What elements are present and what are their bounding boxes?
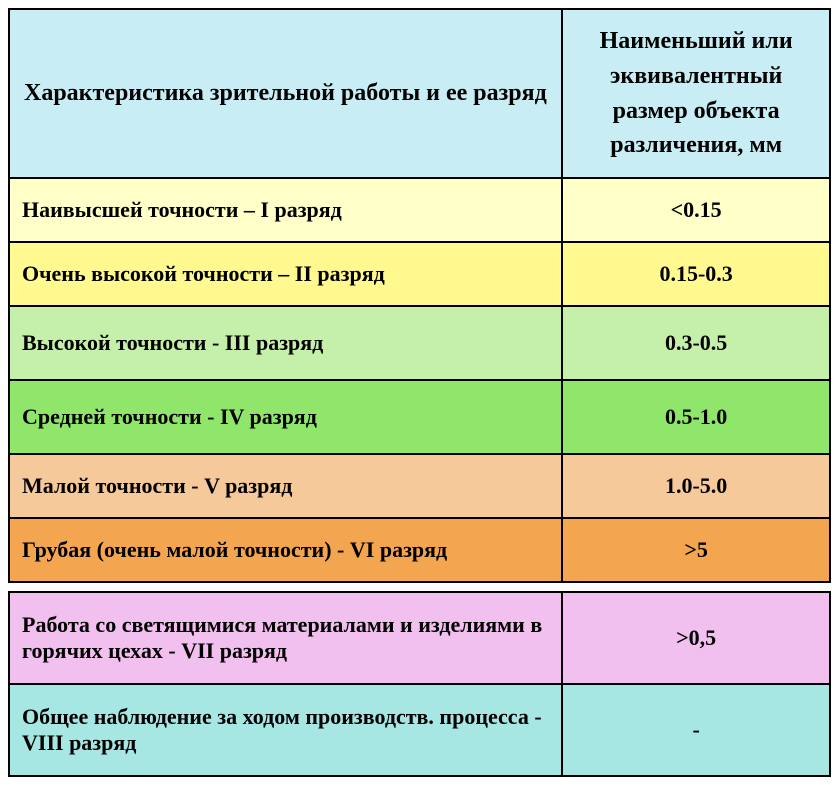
table-row: Грубая (очень малой точности) - VI разря… (9, 518, 830, 582)
table-row: Работа со светящимися материалами и изде… (9, 592, 830, 684)
row-value: 0.3-0.5 (562, 306, 830, 380)
row-label: Средней точности - IV разряд (9, 380, 562, 454)
row-label: Грубая (очень малой точности) - VI разря… (9, 518, 562, 582)
header-row: Характеристика зрительной работы и ее ра… (9, 9, 830, 178)
row-label: Высокой точности - III разряд (9, 306, 562, 380)
row-value: <0.15 (562, 178, 830, 242)
row-label: Очень высокой точности – II разряд (9, 242, 562, 306)
table-row: Общее наблюдение за ходом производств. п… (9, 684, 830, 776)
header-right-cell: Наименьший или эквивалентный размер объе… (562, 9, 830, 178)
table-row: Средней точности - IV разряд 0.5-1.0 (9, 380, 830, 454)
row-value: - (562, 684, 830, 776)
row-value: >5 (562, 518, 830, 582)
table-row: Очень высокой точности – II разряд 0.15-… (9, 242, 830, 306)
table-row: Малой точности - V разряд 1.0-5.0 (9, 454, 830, 518)
row-label: Работа со светящимися материалами и изде… (9, 592, 562, 684)
row-label: Наивысшей точности – I разряд (9, 178, 562, 242)
row-value: 1.0-5.0 (562, 454, 830, 518)
table-row: Наивысшей точности – I разряд <0.15 (9, 178, 830, 242)
row-label: Общее наблюдение за ходом производств. п… (9, 684, 562, 776)
table-row: Высокой точности - III разряд 0.3-0.5 (9, 306, 830, 380)
row-label: Малой точности - V разряд (9, 454, 562, 518)
row-value: 0.15-0.3 (562, 242, 830, 306)
row-value: 0.5-1.0 (562, 380, 830, 454)
visual-work-table: Характеристика зрительной работы и ее ра… (8, 8, 831, 777)
row-value: >0,5 (562, 592, 830, 684)
spacer-row (9, 582, 830, 592)
header-left-cell: Характеристика зрительной работы и ее ра… (9, 9, 562, 178)
